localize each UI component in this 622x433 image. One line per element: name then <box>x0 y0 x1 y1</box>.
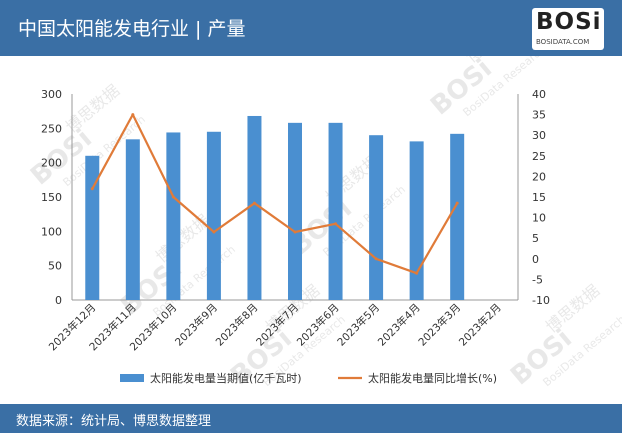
bar <box>206 131 221 300</box>
y-right-tick-label: 25 <box>532 150 546 163</box>
y-right-tick-label: 20 <box>532 170 546 183</box>
growth-point <box>374 257 378 261</box>
y-right-tick-label: -10 <box>532 294 550 307</box>
logo-subtext: BOSIDATA.COM <box>536 38 590 46</box>
growth-point <box>212 230 216 234</box>
watermark-cn: 博思数据 <box>62 81 123 137</box>
bar <box>85 155 100 300</box>
bar <box>369 135 384 300</box>
y-right-tick-label: 35 <box>532 109 546 122</box>
data-source: 数据来源：统计局、博思数据整理 <box>16 414 212 429</box>
y-right-tick-label: 0 <box>532 253 539 266</box>
growth-line <box>91 113 459 275</box>
bar <box>125 139 140 300</box>
growth-point <box>90 187 94 191</box>
bar <box>288 122 302 300</box>
y-right-tick-label: 15 <box>532 191 546 204</box>
legend-bar-label: 太阳能发电量当期值(亿千瓦时) <box>150 371 302 385</box>
y-right-tick-label: 5 <box>532 232 539 245</box>
x-tick-label: 2023年8月 <box>213 301 261 349</box>
header-bar: 中国太阳能发电行业 | 产量 BOSi BOSIDATA.COM <box>0 0 622 56</box>
bar <box>450 133 465 300</box>
bar <box>409 141 424 300</box>
bar <box>166 132 181 300</box>
x-tick-label: 2023年9月 <box>172 301 220 349</box>
y-right-tick-label: 30 <box>532 129 546 142</box>
y-left-tick-label: 150 <box>41 191 62 204</box>
bar <box>328 122 343 300</box>
legend-bar-swatch <box>120 374 144 382</box>
growth-point <box>293 230 297 234</box>
y-left-tick-label: 200 <box>41 157 62 170</box>
y-left-tick-label: 300 <box>41 88 62 101</box>
x-tick-label: 2023年2月 <box>456 301 504 349</box>
growth-point <box>131 113 135 117</box>
watermark-cn: 博思数据 <box>542 281 603 337</box>
chart-area: BOSi 博思数据 BosiData Research BOSi 博思数据 BosiDat… <box>0 11 622 404</box>
x-tick-label: 2023年4月 <box>375 301 423 349</box>
growth-point <box>171 195 175 199</box>
footer-bar: 数据来源：统计局、博思数据整理 <box>0 404 622 433</box>
y-left-tick-label: 100 <box>41 225 62 238</box>
y-right-tick-label: 40 <box>532 88 546 101</box>
growth-point <box>334 222 338 226</box>
y-right-tick-label: -5 <box>532 273 543 286</box>
y-left-tick-label: 250 <box>41 122 62 135</box>
bar <box>247 115 262 300</box>
growth-point <box>455 201 459 205</box>
growth-point <box>415 271 419 275</box>
page-title: 中国太阳能发电行业 | 产量 <box>18 18 246 40</box>
watermark-cn: 博思数据 <box>152 211 213 267</box>
y-right-tick-label: 10 <box>532 212 546 225</box>
bosi-logo: BOSi BOSIDATA.COM <box>532 8 604 50</box>
y-left-tick-label: 0 <box>55 294 62 307</box>
y-left-tick-label: 50 <box>48 260 62 273</box>
logo-text: BOSi <box>536 9 602 35</box>
growth-point <box>252 201 256 205</box>
x-tick-label: 2023年3月 <box>416 301 464 349</box>
legend-line-label: 太阳能发电量同比增长(%) <box>368 371 497 385</box>
